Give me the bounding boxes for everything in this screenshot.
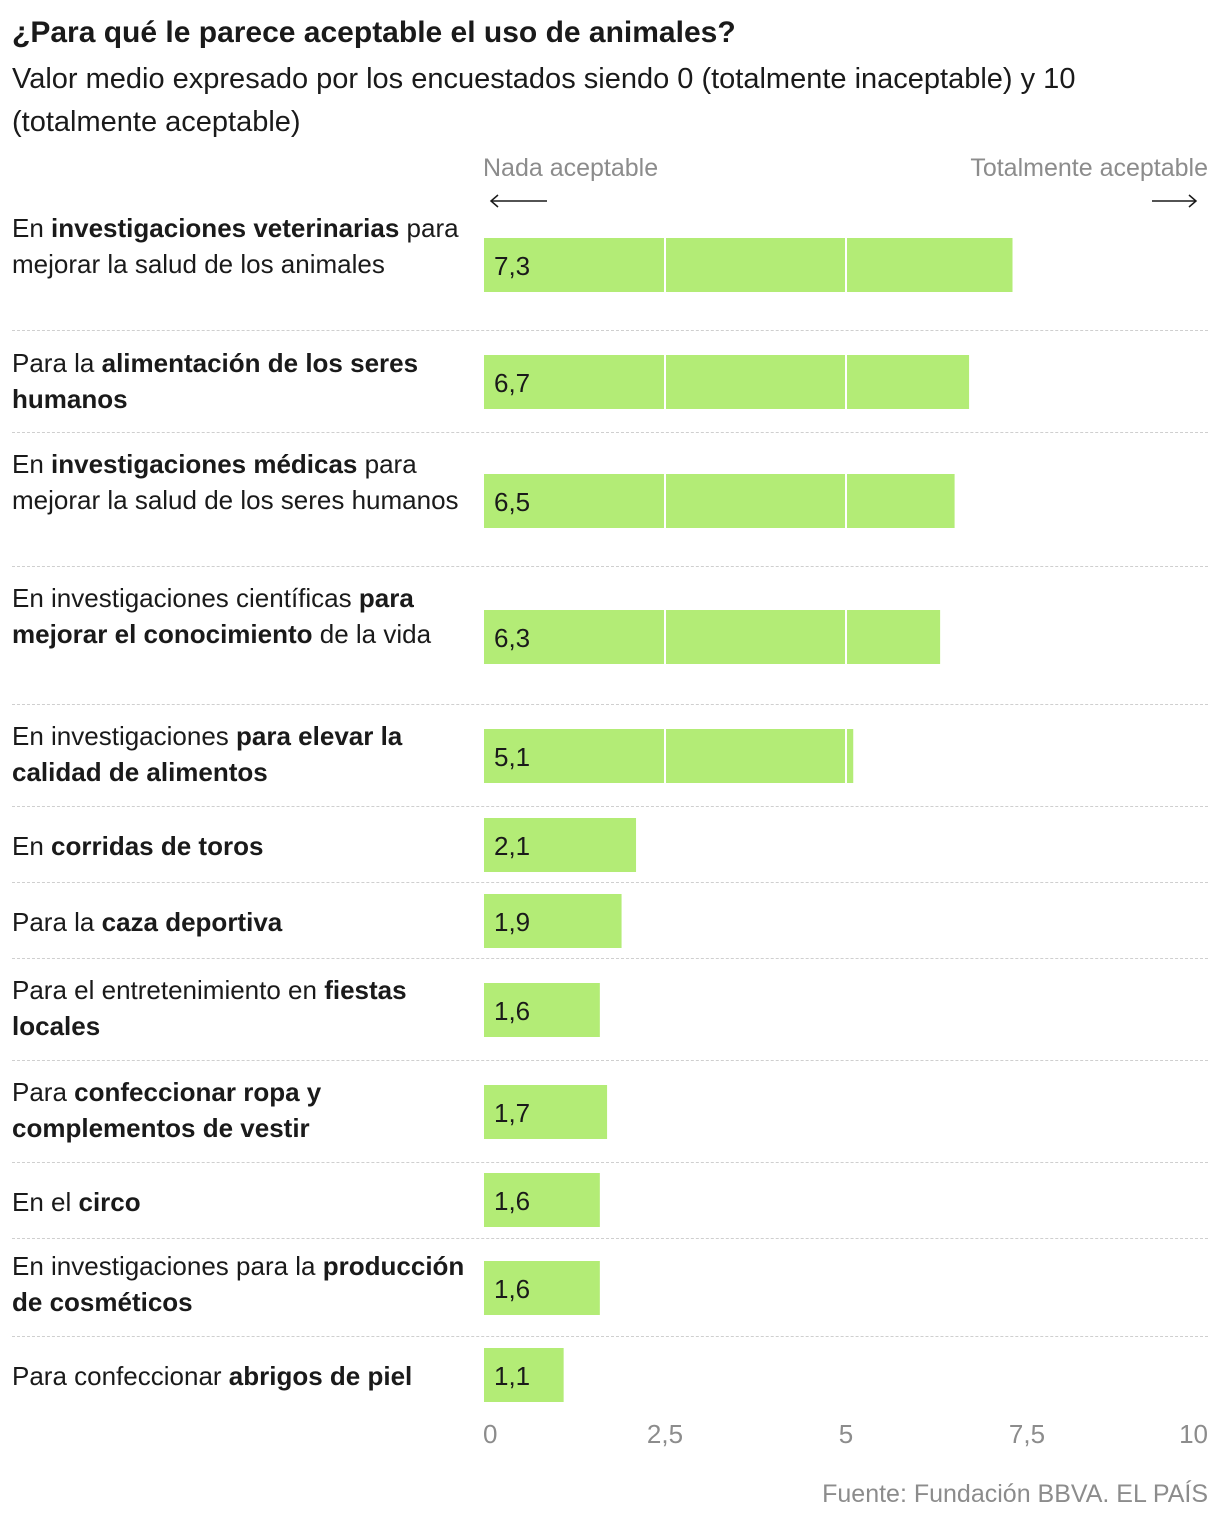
category-label-text: para mejorar la salud de los seres human… [12,449,459,515]
category-label: Para confeccionar abrigos de piel [12,1358,477,1394]
category-label: En investigaciones para elevar la calida… [12,718,477,790]
category-label: En el circo [12,1184,477,1220]
row-separator [12,1060,1208,1061]
category-label-text: Para [12,1077,75,1107]
bar [484,818,637,872]
category-label-text: En [12,831,52,861]
category-label-text: En investigaciones para la [12,1251,323,1281]
bar-value-label: 1,6 [494,1186,530,1216]
category-label-bold: corridas de toros [51,831,264,861]
x-tick-label: 7,5 [1009,1419,1045,1449]
row-separator [12,882,1208,883]
bar [484,983,600,1037]
bar [484,1085,608,1139]
bar [484,610,941,664]
category-label-bold: para mejorar el conocimiento [12,583,414,649]
category-label-bold: investigaciones veterinarias [51,213,400,243]
category-label-text: Para la [12,907,102,937]
bar [484,1261,600,1315]
bar-value-label: 1,6 [494,1274,530,1304]
category-label-text: para mejorar la salud de los animales [12,213,459,279]
category-label-bold: investigaciones médicas [51,449,358,479]
category-label: En investigaciones para la producción de… [12,1248,477,1320]
bar-chart: 7,3 6,7 6,5 6,3 5,1 2,1 1,9 1,6 1,7 1,6 1,6 1,1 0 2,5… [483,238,1208,1449]
category-label-text: Para confeccionar [12,1361,229,1391]
source-note: Fuente: Fundación BBVA. EL PAÍS [822,1480,1208,1508]
category-label-text: Para la [12,348,102,378]
category-label: En investigaciones médicas para mejorar … [12,446,477,518]
x-tick-label: 0 [483,1419,497,1449]
category-label: Para la caza deportiva [12,904,477,940]
x-tick-label: 5 [839,1419,853,1449]
bar-value-label: 1,6 [494,996,530,1026]
category-label-bold: caza deportiva [101,907,283,937]
x-tick-label: 2,5 [647,1419,683,1449]
category-label: Para el entretenimiento en fiestas local… [12,972,477,1044]
category-label-bold: abrigos de piel [228,1361,413,1391]
direction-label-left: Nada aceptable [483,154,659,182]
bar-value-label: 6,3 [494,623,530,653]
bar [484,729,854,783]
category-label: En investigaciones científicas para mejo… [12,580,477,652]
bar-value-label: 1,7 [494,1098,530,1128]
row-separator [12,1238,1208,1239]
category-label-text: En investigaciones [12,721,237,751]
chart-subtitle: Valor medio expresado por los encuestado… [12,63,1076,138]
row-separator [12,806,1208,807]
row-separator [12,958,1208,959]
row-separator [12,330,1208,331]
category-label-text: En el [12,1187,79,1217]
row-separator [12,1336,1208,1337]
category-label: En investigaciones veterinarias para mej… [12,210,477,282]
bar [484,894,622,948]
bar-value-label: 5,1 [494,742,530,772]
bar [484,1173,600,1227]
row-separator [12,704,1208,705]
row-separator [12,432,1208,433]
bar-value-label: 1,1 [494,1361,530,1391]
row-separator [12,566,1208,567]
direction-label-right: Totalmente aceptable [970,154,1208,182]
category-label-text: En [12,449,52,479]
category-label-bold: fiestas locales [12,975,407,1041]
category-label-bold: circo [78,1187,141,1217]
category-label-text: En [12,213,52,243]
category-label-bold: producción de cosméticos [12,1251,465,1317]
x-tick-label: 10 [1179,1419,1208,1449]
right-arrow-icon [1152,194,1198,208]
category-label-bold: alimentación de los seres humanos [12,348,419,414]
category-label-bold: para elevar la calidad de alimentos [12,721,403,787]
category-label: Para la alimentación de los seres humano… [12,345,477,417]
category-label-text: de la vida [312,619,432,649]
category-label: En corridas de toros [12,828,477,864]
chart-title: ¿Para qué le parece aceptable el uso de … [12,16,736,49]
category-label: Para confeccionar ropa y complementos de… [12,1074,477,1146]
bar-value-label: 1,9 [494,907,530,937]
bar-value-label: 2,1 [494,831,530,861]
bar [484,1348,564,1402]
left-arrow-icon [489,194,547,208]
row-separator [12,1162,1208,1163]
bar [484,238,1013,292]
category-label-bold: confeccionar ropa y complementos de vest… [12,1077,322,1143]
bar [484,474,955,528]
category-label-text: En investigaciones científicas [12,583,359,613]
category-label-text: Para el entretenimiento en [12,975,325,1005]
bar-value-label: 7,3 [494,251,530,281]
bar [484,355,970,409]
bar-value-label: 6,7 [494,368,530,398]
bar-value-label: 6,5 [494,487,530,517]
